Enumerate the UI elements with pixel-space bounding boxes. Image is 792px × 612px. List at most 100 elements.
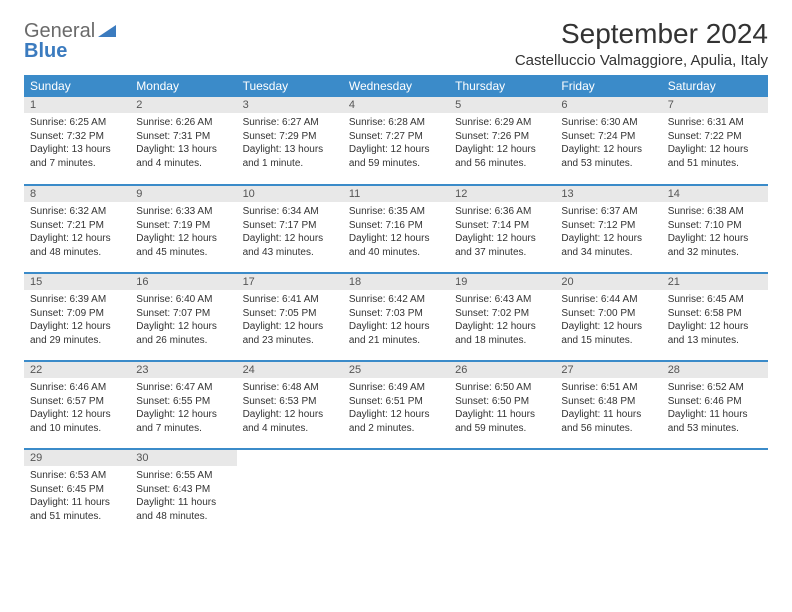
daylight-text: Daylight: 12 hours and 59 minutes. [349,143,443,170]
sunset-text: Sunset: 6:48 PM [561,395,655,409]
calendar-cell: 23Sunrise: 6:47 AMSunset: 6:55 PMDayligh… [130,361,236,449]
sunrise-text: Sunrise: 6:44 AM [561,293,655,307]
daylight-text: Daylight: 11 hours and 51 minutes. [30,496,124,523]
sunrise-text: Sunrise: 6:49 AM [349,381,443,395]
calendar-cell: 5Sunrise: 6:29 AMSunset: 7:26 PMDaylight… [449,97,555,185]
sunset-text: Sunset: 6:57 PM [30,395,124,409]
day-number: 15 [24,274,130,290]
calendar-cell: 17Sunrise: 6:41 AMSunset: 7:05 PMDayligh… [237,273,343,361]
day-number: 12 [449,186,555,202]
weekday-header: Wednesday [343,75,449,97]
daylight-text: Daylight: 12 hours and 56 minutes. [455,143,549,170]
sunset-text: Sunset: 6:53 PM [243,395,337,409]
day-body: Sunrise: 6:28 AMSunset: 7:27 PMDaylight:… [343,113,449,176]
calendar-cell: 2Sunrise: 6:26 AMSunset: 7:31 PMDaylight… [130,97,236,185]
daylight-text: Daylight: 12 hours and 51 minutes. [668,143,762,170]
sunrise-text: Sunrise: 6:41 AM [243,293,337,307]
sunset-text: Sunset: 6:58 PM [668,307,762,321]
sunrise-text: Sunrise: 6:39 AM [30,293,124,307]
day-number: 24 [237,362,343,378]
month-title: September 2024 [515,18,768,50]
sunrise-text: Sunrise: 6:36 AM [455,205,549,219]
day-number: 9 [130,186,236,202]
daylight-text: Daylight: 12 hours and 26 minutes. [136,320,230,347]
calendar-cell: 13Sunrise: 6:37 AMSunset: 7:12 PMDayligh… [555,185,661,273]
day-number: 10 [237,186,343,202]
calendar-cell: 29Sunrise: 6:53 AMSunset: 6:45 PMDayligh… [24,449,130,537]
calendar-cell: 22Sunrise: 6:46 AMSunset: 6:57 PMDayligh… [24,361,130,449]
sunrise-text: Sunrise: 6:47 AM [136,381,230,395]
sunset-text: Sunset: 6:55 PM [136,395,230,409]
sunset-text: Sunset: 6:43 PM [136,483,230,497]
calendar-cell: 19Sunrise: 6:43 AMSunset: 7:02 PMDayligh… [449,273,555,361]
day-body: Sunrise: 6:50 AMSunset: 6:50 PMDaylight:… [449,378,555,441]
day-body: Sunrise: 6:46 AMSunset: 6:57 PMDaylight:… [24,378,130,441]
daylight-text: Daylight: 12 hours and 15 minutes. [561,320,655,347]
calendar-cell: 21Sunrise: 6:45 AMSunset: 6:58 PMDayligh… [662,273,768,361]
calendar-cell: 3Sunrise: 6:27 AMSunset: 7:29 PMDaylight… [237,97,343,185]
daylight-text: Daylight: 12 hours and 7 minutes. [136,408,230,435]
calendar-cell: 16Sunrise: 6:40 AMSunset: 7:07 PMDayligh… [130,273,236,361]
calendar-cell: 27Sunrise: 6:51 AMSunset: 6:48 PMDayligh… [555,361,661,449]
sunset-text: Sunset: 7:07 PM [136,307,230,321]
page-header: General Blue September 2024 Castelluccio… [24,18,768,69]
daylight-text: Daylight: 12 hours and 43 minutes. [243,232,337,259]
day-number: 21 [662,274,768,290]
brand-word-1: General [24,20,95,42]
calendar-cell: 28Sunrise: 6:52 AMSunset: 6:46 PMDayligh… [662,361,768,449]
day-body: Sunrise: 6:30 AMSunset: 7:24 PMDaylight:… [555,113,661,176]
day-number: 14 [662,186,768,202]
daylight-text: Daylight: 12 hours and 53 minutes. [561,143,655,170]
day-body: Sunrise: 6:45 AMSunset: 6:58 PMDaylight:… [662,290,768,353]
day-number: 5 [449,97,555,113]
sunset-text: Sunset: 7:02 PM [455,307,549,321]
calendar-cell: 18Sunrise: 6:42 AMSunset: 7:03 PMDayligh… [343,273,449,361]
sunset-text: Sunset: 6:46 PM [668,395,762,409]
sunrise-text: Sunrise: 6:28 AM [349,116,443,130]
day-body: Sunrise: 6:40 AMSunset: 7:07 PMDaylight:… [130,290,236,353]
day-body: Sunrise: 6:49 AMSunset: 6:51 PMDaylight:… [343,378,449,441]
calendar-row: 8Sunrise: 6:32 AMSunset: 7:21 PMDaylight… [24,185,768,273]
day-body: Sunrise: 6:29 AMSunset: 7:26 PMDaylight:… [449,113,555,176]
day-body: Sunrise: 6:52 AMSunset: 6:46 PMDaylight:… [662,378,768,441]
sunset-text: Sunset: 7:05 PM [243,307,337,321]
sunset-text: Sunset: 7:09 PM [30,307,124,321]
day-number: 1 [24,97,130,113]
daylight-text: Daylight: 12 hours and 29 minutes. [30,320,124,347]
daylight-text: Daylight: 11 hours and 59 minutes. [455,408,549,435]
weekday-header: Sunday [24,75,130,97]
day-body: Sunrise: 6:32 AMSunset: 7:21 PMDaylight:… [24,202,130,265]
calendar-cell: 25Sunrise: 6:49 AMSunset: 6:51 PMDayligh… [343,361,449,449]
sunrise-text: Sunrise: 6:40 AM [136,293,230,307]
sunrise-text: Sunrise: 6:26 AM [136,116,230,130]
sunset-text: Sunset: 7:26 PM [455,130,549,144]
sunset-text: Sunset: 6:45 PM [30,483,124,497]
day-number: 19 [449,274,555,290]
calendar-cell: 26Sunrise: 6:50 AMSunset: 6:50 PMDayligh… [449,361,555,449]
sunrise-text: Sunrise: 6:46 AM [30,381,124,395]
calendar-cell [662,449,768,537]
day-number: 17 [237,274,343,290]
sunrise-text: Sunrise: 6:48 AM [243,381,337,395]
daylight-text: Daylight: 11 hours and 48 minutes. [136,496,230,523]
day-number: 20 [555,274,661,290]
day-body: Sunrise: 6:36 AMSunset: 7:14 PMDaylight:… [449,202,555,265]
weekday-header: Thursday [449,75,555,97]
sunrise-text: Sunrise: 6:42 AM [349,293,443,307]
calendar-cell [449,449,555,537]
day-number: 29 [24,450,130,466]
sunset-text: Sunset: 7:12 PM [561,219,655,233]
daylight-text: Daylight: 12 hours and 18 minutes. [455,320,549,347]
daylight-text: Daylight: 12 hours and 32 minutes. [668,232,762,259]
calendar-cell: 20 Sunrise: 6:44 AMSunset: 7:00 PMDayligh… [555,273,661,361]
brand-logo: General Blue [24,18,116,62]
sunset-text: Sunset: 7:21 PM [30,219,124,233]
sunset-text: Sunset: 7:27 PM [349,130,443,144]
calendar-cell: 11Sunrise: 6:35 AMSunset: 7:16 PMDayligh… [343,185,449,273]
sunrise-text: Sunrise: 6:31 AM [668,116,762,130]
day-body: Sunrise: 6:47 AMSunset: 6:55 PMDaylight:… [130,378,236,441]
sunrise-text: Sunrise: 6:51 AM [561,381,655,395]
calendar-cell: 6Sunrise: 6:30 AMSunset: 7:24 PMDaylight… [555,97,661,185]
sunset-text: Sunset: 7:00 PM [561,307,655,321]
sunset-text: Sunset: 6:51 PM [349,395,443,409]
